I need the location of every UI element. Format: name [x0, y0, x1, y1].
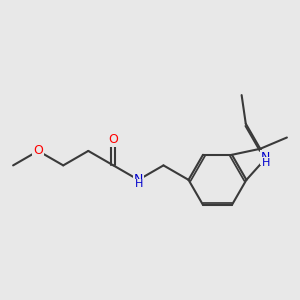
Text: N: N [134, 173, 143, 186]
Text: H: H [262, 158, 270, 168]
Text: H: H [134, 179, 143, 189]
Text: O: O [33, 144, 43, 158]
Text: O: O [108, 133, 118, 146]
Text: N: N [261, 151, 271, 164]
